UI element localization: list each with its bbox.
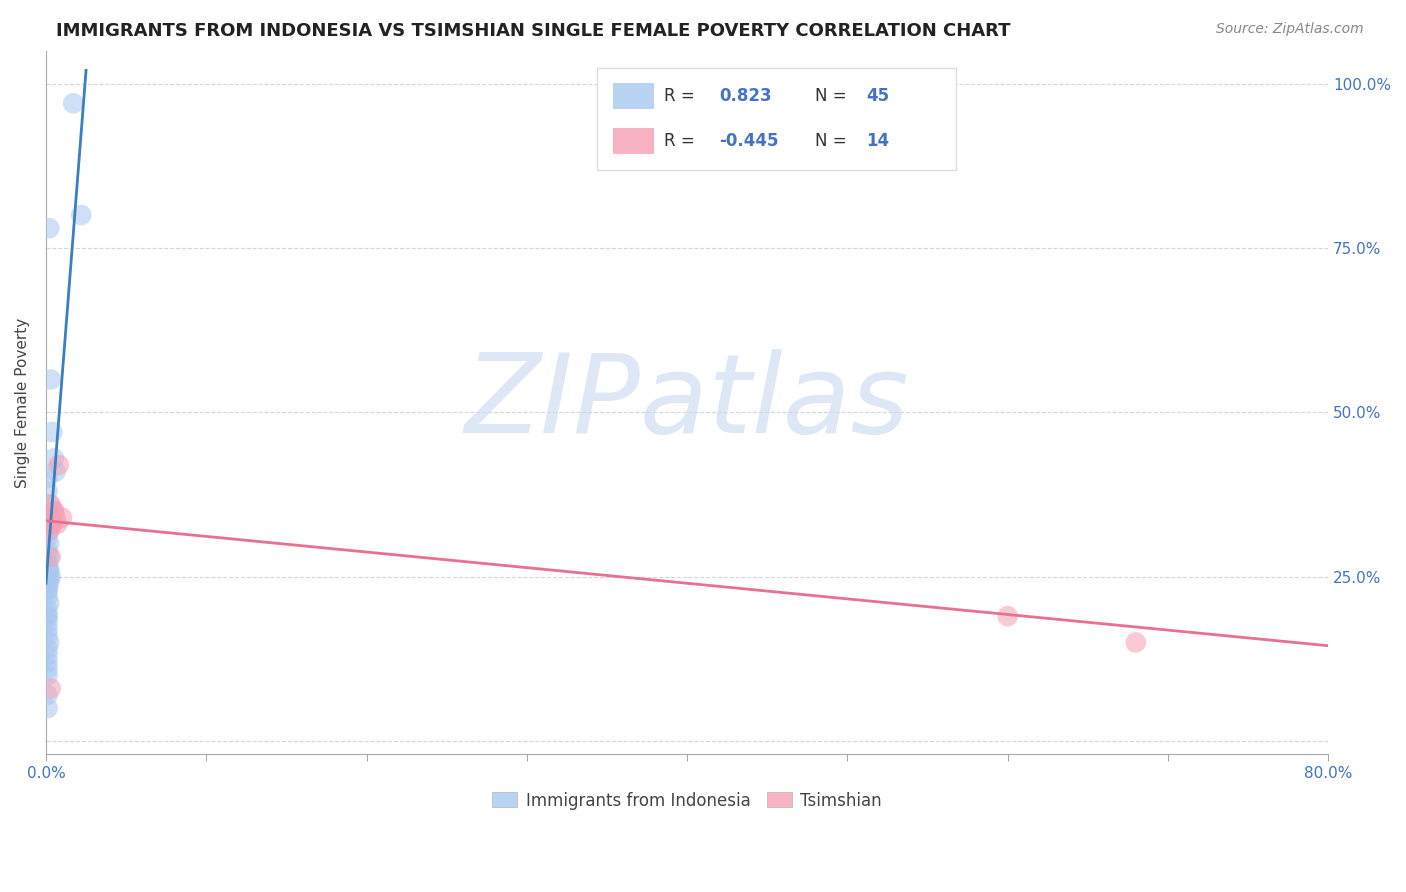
FancyBboxPatch shape: [613, 128, 654, 154]
Point: [37, 629, 59, 643]
Point: [37, 609, 59, 624]
Point: [38, 635, 60, 649]
Point: [45, 465, 67, 479]
Point: [39, 372, 62, 386]
Point: [39, 681, 62, 696]
Point: [38, 524, 60, 538]
Point: [37, 642, 59, 657]
Point: [37, 602, 59, 616]
Point: [41, 517, 63, 532]
Text: N =: N =: [815, 87, 852, 105]
Point: [70, 208, 93, 222]
Point: [37, 484, 59, 499]
Point: [38, 549, 60, 564]
Point: [38, 221, 60, 235]
Point: [997, 609, 1019, 624]
Point: [37, 530, 59, 544]
Point: [45, 510, 67, 524]
Point: [37, 510, 59, 524]
Point: [37, 543, 59, 558]
Point: [37, 688, 59, 702]
Point: [38, 570, 60, 584]
Text: R =: R =: [664, 87, 700, 105]
Point: [37, 582, 59, 597]
Point: [38, 563, 60, 577]
Point: [41, 425, 63, 439]
Point: [42, 451, 65, 466]
Point: [37, 622, 59, 636]
Text: R =: R =: [664, 132, 700, 150]
Point: [37, 471, 59, 485]
Point: [39, 570, 62, 584]
Point: [62, 96, 84, 111]
Point: [41, 517, 63, 532]
Point: [37, 557, 59, 571]
Point: [37, 668, 59, 682]
Point: [38, 596, 60, 610]
Point: [37, 662, 59, 676]
Point: [1125, 635, 1147, 649]
Point: [38, 576, 60, 591]
Point: [38, 497, 60, 511]
Point: [48, 458, 70, 472]
Legend: Immigrants from Indonesia, Tsimshian: Immigrants from Indonesia, Tsimshian: [485, 785, 889, 816]
Point: [37, 590, 59, 604]
Point: [37, 563, 59, 577]
Text: Source: ZipAtlas.com: Source: ZipAtlas.com: [1216, 22, 1364, 37]
Point: [39, 497, 62, 511]
Text: -0.445: -0.445: [718, 132, 779, 150]
Point: [37, 517, 59, 532]
Point: [37, 570, 59, 584]
Text: 45: 45: [866, 87, 890, 105]
Text: ZIPatlas: ZIPatlas: [465, 349, 910, 456]
Point: [51, 510, 73, 524]
Point: [37, 655, 59, 669]
Point: [37, 648, 59, 663]
Point: [38, 563, 60, 577]
Point: [42, 504, 65, 518]
Point: [37, 701, 59, 715]
FancyBboxPatch shape: [598, 69, 956, 170]
Text: N =: N =: [815, 132, 852, 150]
Text: IMMIGRANTS FROM INDONESIA VS TSIMSHIAN SINGLE FEMALE POVERTY CORRELATION CHART: IMMIGRANTS FROM INDONESIA VS TSIMSHIAN S…: [56, 22, 1011, 40]
Point: [37, 615, 59, 630]
Point: [37, 557, 59, 571]
Text: 14: 14: [866, 132, 890, 150]
Point: [46, 517, 69, 532]
Y-axis label: Single Female Poverty: Single Female Poverty: [15, 318, 30, 488]
Point: [37, 609, 59, 624]
Point: [38, 524, 60, 538]
Point: [42, 504, 65, 518]
Point: [37, 576, 59, 591]
Point: [39, 549, 62, 564]
Point: [38, 537, 60, 551]
Point: [37, 582, 59, 597]
FancyBboxPatch shape: [613, 83, 654, 110]
Text: 0.823: 0.823: [718, 87, 772, 105]
